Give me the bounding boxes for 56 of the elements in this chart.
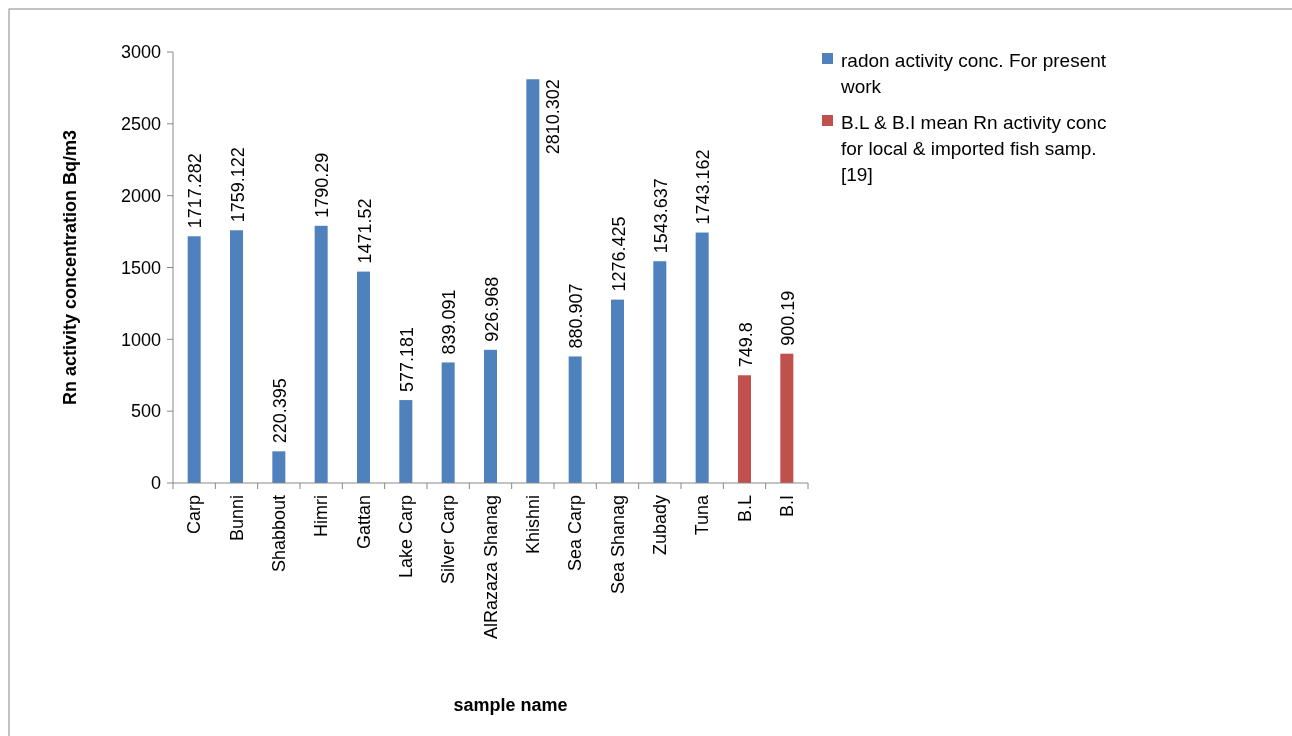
data-label: 1543.637 (650, 178, 671, 254)
bar (272, 451, 286, 483)
x-tick-label: Himri (311, 495, 332, 537)
bar (780, 353, 794, 483)
x-tick-label: B.L (734, 495, 755, 523)
bar (314, 225, 328, 483)
x-tick-label: Zubady (649, 495, 670, 556)
bar (399, 400, 413, 483)
y-tick-label: 1000 (120, 329, 161, 350)
y-tick-label: 3000 (120, 42, 161, 63)
bar (568, 356, 582, 483)
bar (653, 261, 667, 483)
y-tick-label: 1500 (120, 257, 161, 278)
bar (738, 375, 751, 483)
x-tick-label: Sea Carp (565, 495, 586, 572)
y-axis-title: Rn activity concentration Bq/m3 (60, 129, 80, 406)
y-tick-label: 2000 (120, 185, 161, 206)
x-tick-label: AlRazaza Shanag (480, 495, 501, 640)
x-axis-title: sample name (453, 695, 568, 715)
legend-label: radon activity conc. For present work (840, 49, 1107, 97)
x-tick-label: Gattan (353, 495, 374, 550)
bar (230, 230, 243, 483)
x-tick-label: Sea Shanag (607, 495, 628, 595)
data-label: 1743.162 (693, 149, 714, 225)
data-label: 1790.29 (312, 152, 333, 218)
data-label: 1276.425 (608, 216, 629, 292)
y-tick-label: 500 (130, 401, 161, 422)
bar (357, 271, 370, 483)
x-tick-label: Silver Carp (438, 495, 459, 585)
data-label: 900.19 (777, 290, 798, 346)
x-tick-label: Shabbout (268, 495, 289, 573)
x-tick-label: Bunni (226, 495, 247, 542)
bar (695, 232, 709, 483)
data-label: 1759.122 (227, 147, 248, 223)
data-label: 1471.52 (354, 198, 375, 264)
data-label: 220.395 (269, 378, 290, 444)
x-tick-label: Lake Carp (395, 495, 416, 579)
y-tick-label: 2500 (120, 114, 161, 135)
y-tick-label: 0 (150, 473, 161, 494)
data-label: 839.091 (439, 289, 460, 355)
x-tick-label: B.I (776, 495, 797, 518)
data-label: 577.181 (396, 327, 417, 393)
data-label: 2810.302 (543, 79, 564, 155)
bar (526, 79, 540, 483)
x-tick-label: Khishni (522, 495, 543, 555)
bar (441, 362, 455, 483)
bar (187, 236, 201, 483)
x-tick-label: Carp (184, 495, 205, 535)
bar (611, 299, 624, 483)
data-label: 1717.282 (185, 153, 206, 229)
legend-label: B.L & B.I mean Rn activity conc for local & imported fish samp. [19] (841, 111, 1107, 185)
bar (484, 349, 497, 483)
data-label: 880.907 (566, 283, 587, 349)
data-label: 926.968 (481, 276, 502, 342)
x-tick-label: Tuna (692, 494, 713, 536)
data-label: 749.8 (735, 322, 756, 368)
